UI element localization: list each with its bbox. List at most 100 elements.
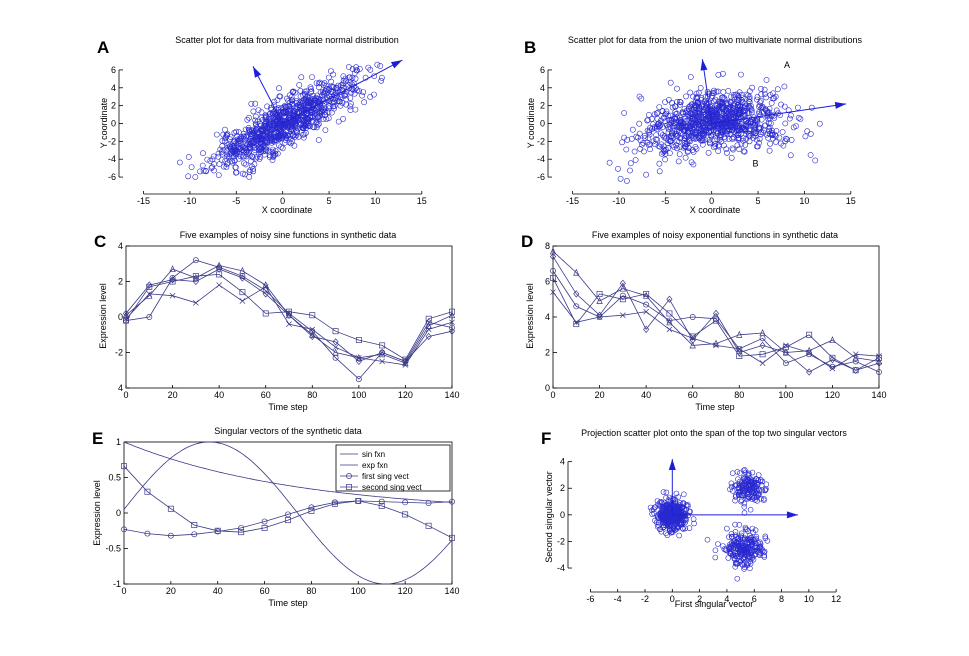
scatter-point [224, 144, 231, 151]
x-tick-label: 0 [280, 196, 285, 206]
scatter-point [621, 110, 627, 116]
scatter-point [750, 481, 757, 487]
data-point-circle [378, 498, 385, 505]
scatter-point [250, 108, 257, 115]
y-tick-label: -2 [108, 136, 116, 146]
scatter-point [346, 85, 352, 92]
data-point-x [689, 335, 696, 342]
scatter-point [251, 140, 257, 147]
y-tick-label: 6 [111, 65, 116, 75]
y-tick-label: -2 [557, 536, 565, 546]
data-point-x [759, 360, 766, 366]
scatter-point [321, 80, 328, 87]
scatter-point [732, 482, 738, 489]
scatter-point [683, 117, 690, 124]
scatter-point [347, 107, 354, 113]
data-point-diamond [122, 309, 130, 318]
data-point-triangle [596, 297, 603, 304]
scatter-point [676, 138, 683, 145]
panel-label-c: C [94, 232, 106, 251]
scatter-point [664, 122, 670, 129]
scatter-point [735, 127, 742, 134]
scatter-point [752, 120, 759, 126]
scatter-point [314, 92, 321, 99]
panel-label-b: B [524, 38, 536, 57]
data-point-circle [144, 530, 151, 537]
scatter-point [280, 109, 287, 116]
scatter-point [340, 77, 347, 84]
scatter-point [684, 149, 691, 155]
scatter-point [219, 143, 226, 150]
data-point-square [643, 290, 650, 297]
scatter-point [748, 105, 754, 112]
scatter-point [749, 525, 756, 532]
scatter-point [767, 120, 774, 127]
scatter-point [732, 497, 738, 504]
scatter-point [323, 116, 330, 122]
series-line-s5 [552, 256, 880, 373]
scatter-point [676, 125, 683, 131]
scatter-point [269, 114, 276, 121]
y-tick-label: -6 [108, 172, 116, 182]
scatter-point [745, 544, 752, 551]
scatter-point [739, 124, 746, 131]
scatter-point [679, 516, 685, 522]
scatter-point [712, 547, 719, 554]
scatter-point [288, 97, 295, 104]
data-point-triangle [805, 346, 813, 354]
scatter-point [239, 146, 246, 153]
scatter-point [745, 119, 752, 126]
scatter-point [246, 127, 252, 134]
scatter-point [278, 144, 284, 150]
scatter-point [654, 116, 661, 122]
y-tick-label: 4 [111, 83, 116, 93]
scatter-point [297, 88, 304, 94]
scatter-point [378, 74, 385, 81]
scatter-point [673, 130, 680, 137]
scatter-point [762, 533, 769, 540]
scatter-point [185, 154, 192, 160]
scatter-point [666, 121, 673, 128]
data-point-square [239, 289, 246, 296]
scatter-point [740, 555, 747, 562]
scatter-point [701, 118, 708, 124]
scatter-point [176, 159, 183, 166]
scatter-point [262, 125, 268, 132]
scatter-point [654, 109, 661, 116]
scatter-point [209, 164, 215, 170]
data-point-square [346, 484, 352, 490]
scatter-point [655, 121, 661, 128]
plot-area-f: -6 -4 -2 0 2 4 6 8 10 12 -4 -2 0 2 4 [557, 457, 841, 604]
scatter-point [730, 146, 736, 153]
scatter-point [374, 61, 381, 68]
data-point-circle [425, 500, 432, 507]
scatter-point [761, 548, 768, 555]
data-point-x [550, 289, 556, 295]
scatter-point [251, 145, 258, 151]
x-tick-label: -5 [232, 196, 240, 206]
scatter-point [745, 110, 752, 117]
scatter-point [748, 538, 755, 545]
scatter-point [716, 143, 722, 150]
scatter-point [259, 136, 266, 143]
scatter-point [232, 151, 239, 158]
scatter-point [769, 127, 775, 134]
y-tick-label: 0 [116, 508, 121, 518]
scatter-point [763, 486, 769, 492]
y-tick-label: 2 [118, 277, 123, 287]
chart-title-d: Five examples of noisy exponential funct… [592, 230, 838, 240]
scatter-point [299, 105, 306, 112]
data-point-diamond [736, 348, 743, 357]
scatter-point [203, 168, 209, 175]
scatter-point [740, 562, 746, 569]
data-point-square [379, 342, 386, 349]
scatter-point [781, 103, 788, 110]
scatter-point [721, 142, 727, 149]
scatter-point [699, 141, 706, 148]
data-point-diamond [309, 332, 316, 341]
scatter-point [711, 98, 717, 105]
data-point-circle [449, 324, 455, 331]
scatter-point [660, 146, 667, 153]
scatter-point [651, 510, 657, 517]
scatter-point [623, 146, 630, 153]
